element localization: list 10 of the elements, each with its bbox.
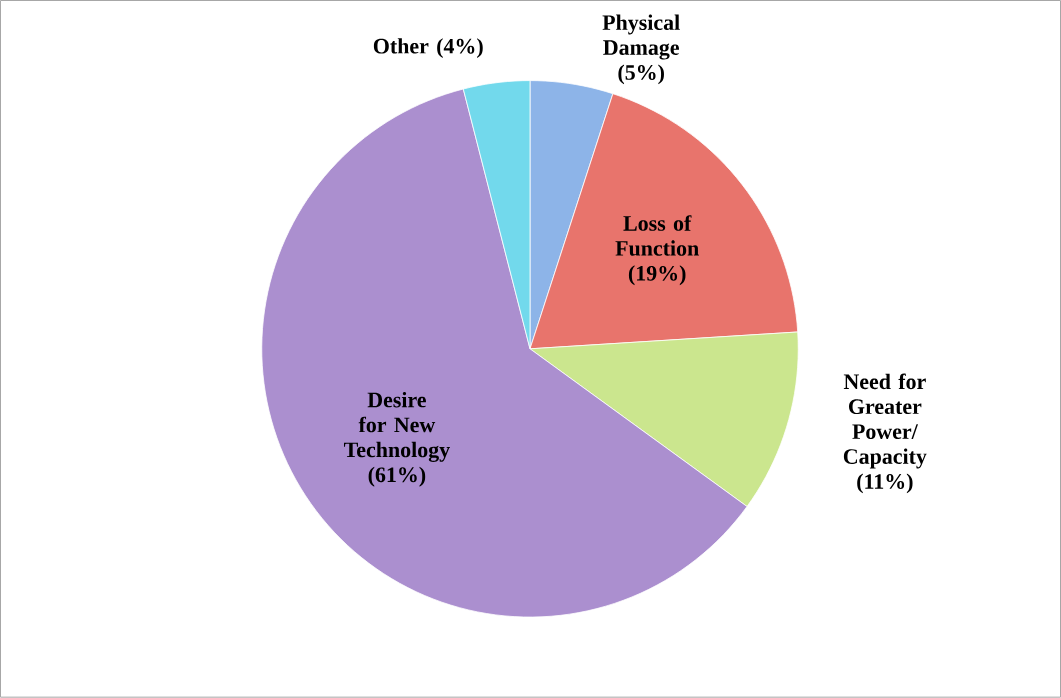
slice-label: Physical Damage [602, 14, 680, 60]
data-label: (5%) [618, 64, 664, 85]
slice-label: Loss of Function [615, 215, 699, 256]
slice-label: Desire for New Technology [344, 392, 450, 463]
data-label: (61%) [368, 466, 426, 487]
data-label: (19%) [628, 265, 686, 286]
slice-label: Other [373, 38, 429, 54]
slice-label: Need for Greater Power/ Capacity [843, 373, 927, 469]
data-label: (11%) [857, 473, 913, 494]
data-label: (4%) [437, 38, 483, 59]
